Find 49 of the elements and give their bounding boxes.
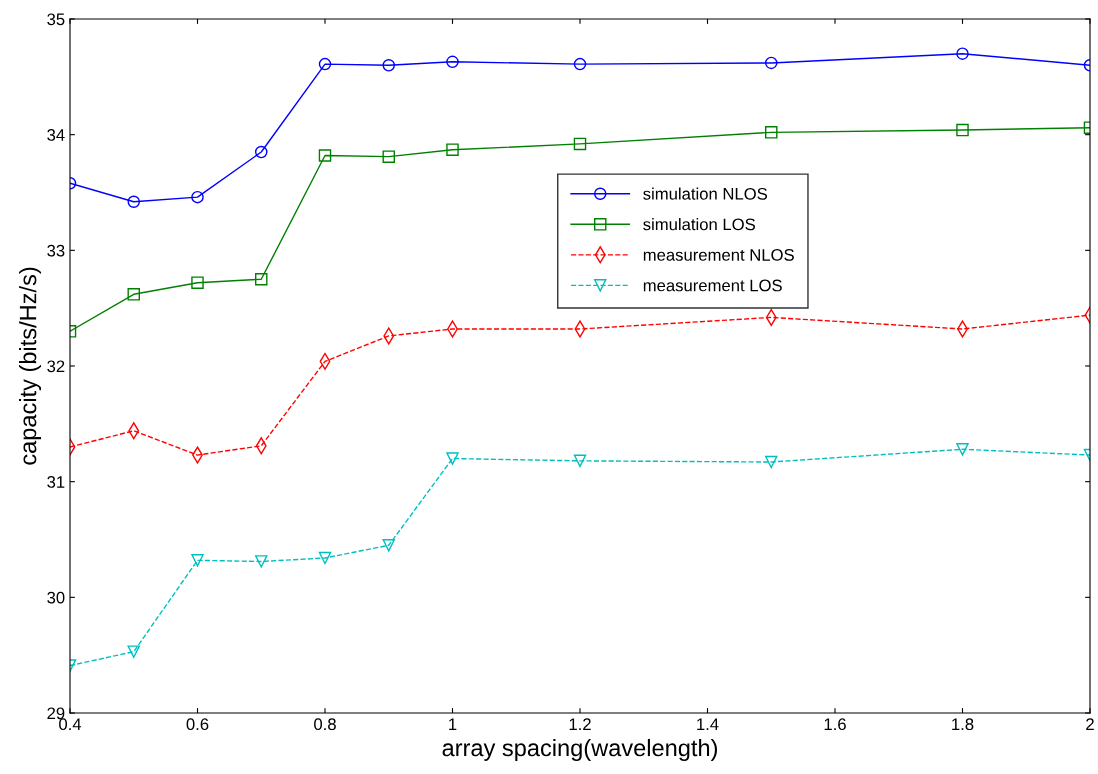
legend-label: simulation LOS xyxy=(643,218,755,231)
point xyxy=(764,126,778,139)
point xyxy=(382,539,396,552)
x-tick-label: 1 xyxy=(449,718,457,730)
point xyxy=(318,149,332,162)
point xyxy=(956,47,969,60)
y-tick-label: 33 xyxy=(47,244,65,257)
point xyxy=(254,555,268,568)
point xyxy=(764,56,778,70)
point xyxy=(573,454,587,468)
point xyxy=(318,551,332,565)
point xyxy=(382,150,396,163)
y-tick-label: 31 xyxy=(47,476,65,488)
point xyxy=(191,276,204,289)
point xyxy=(446,55,459,69)
point xyxy=(127,288,141,301)
y-tick-label: 32 xyxy=(47,360,65,373)
point xyxy=(382,59,396,72)
point xyxy=(127,645,141,658)
x-tick-label: 0.8 xyxy=(314,718,336,731)
x-tick-label: 1.8 xyxy=(952,718,974,731)
legend-label: simulation NLOS xyxy=(643,187,768,200)
point xyxy=(956,123,969,137)
point xyxy=(254,272,268,286)
x-tick-label: 1.6 xyxy=(824,718,846,731)
point xyxy=(573,137,587,151)
point xyxy=(191,554,204,567)
x-tick-label: 1.4 xyxy=(697,718,719,730)
point xyxy=(191,190,204,204)
x-tick-label: 0.4 xyxy=(59,718,82,731)
y-tick-label: 34 xyxy=(47,129,65,141)
legend-label: measurement LOS xyxy=(643,279,782,292)
point xyxy=(318,57,332,71)
point xyxy=(127,195,141,209)
y-tick-label: 35 xyxy=(47,13,65,26)
y-tick-label: 30 xyxy=(47,591,65,604)
point xyxy=(764,455,778,469)
point xyxy=(254,145,268,159)
legend-label: measurement NLOS xyxy=(643,249,794,261)
y-axis-title: capacity (bits/Hz/s) xyxy=(19,267,42,465)
point xyxy=(446,452,459,465)
x-tick-label: 2 xyxy=(1086,718,1094,730)
x-axis-title: array spacing(wavelength) xyxy=(442,738,717,761)
x-tick-label: 1.2 xyxy=(569,718,591,730)
x-tick-label: 0.6 xyxy=(186,718,209,731)
point xyxy=(446,143,459,156)
y-tick-label: 29 xyxy=(47,707,65,720)
point xyxy=(573,57,587,71)
point xyxy=(956,443,969,456)
